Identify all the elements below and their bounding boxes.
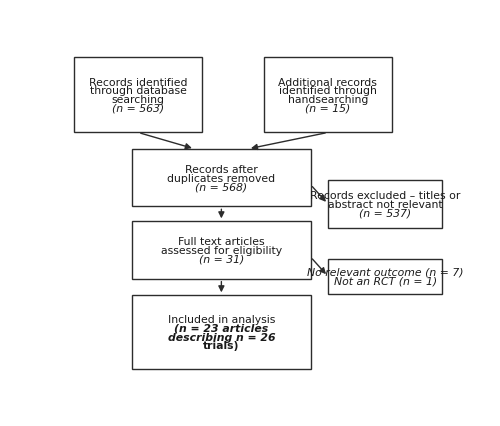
- Text: assessed for eligibility: assessed for eligibility: [161, 245, 282, 255]
- FancyBboxPatch shape: [132, 150, 310, 207]
- FancyBboxPatch shape: [328, 181, 442, 228]
- FancyBboxPatch shape: [132, 222, 310, 279]
- Text: handsearching: handsearching: [288, 95, 368, 105]
- Text: Additional records: Additional records: [278, 78, 378, 87]
- Text: Full text articles: Full text articles: [178, 237, 264, 247]
- Text: through database: through database: [90, 86, 186, 96]
- Text: Records after: Records after: [185, 164, 258, 175]
- Text: Not an RCT (n = 1): Not an RCT (n = 1): [334, 276, 436, 286]
- Text: searching: searching: [112, 95, 164, 105]
- Text: identified through: identified through: [279, 86, 377, 96]
- Text: Records excluded – titles or: Records excluded – titles or: [310, 191, 460, 201]
- Text: (n = 31): (n = 31): [199, 254, 244, 264]
- Text: Records identified: Records identified: [89, 78, 188, 87]
- Text: abstract not relevant: abstract not relevant: [328, 199, 442, 210]
- FancyBboxPatch shape: [132, 296, 310, 369]
- Text: duplicates removed: duplicates removed: [168, 173, 276, 183]
- FancyBboxPatch shape: [264, 58, 392, 133]
- Text: trials): trials): [203, 340, 239, 351]
- FancyBboxPatch shape: [328, 259, 442, 294]
- Text: (n = 537): (n = 537): [359, 208, 411, 218]
- Text: (n = 23 articles: (n = 23 articles: [174, 323, 268, 333]
- Text: (n = 568): (n = 568): [196, 182, 248, 192]
- Text: (n = 563): (n = 563): [112, 104, 164, 113]
- FancyBboxPatch shape: [74, 58, 202, 133]
- Text: describing n = 26: describing n = 26: [168, 332, 275, 342]
- Text: No relevant outcome (n = 7): No relevant outcome (n = 7): [307, 267, 464, 277]
- Text: Included in analysis: Included in analysis: [168, 314, 275, 324]
- Text: (n = 15): (n = 15): [306, 104, 350, 113]
